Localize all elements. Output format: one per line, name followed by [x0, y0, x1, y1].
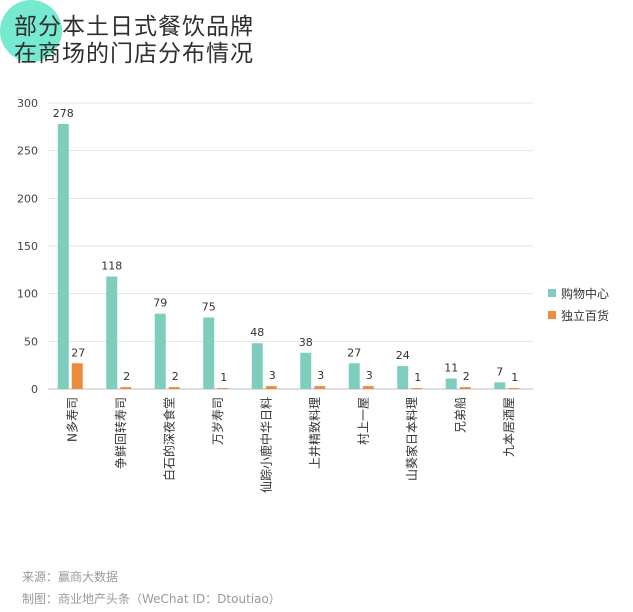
source-note: 来源：赢商大数据: [22, 570, 119, 584]
data-label-department-store: 2: [463, 370, 470, 383]
data-label-department-store: 1: [220, 371, 227, 384]
data-label-department-store: 1: [511, 371, 518, 384]
bar-mall: [300, 352, 312, 389]
legend-swatch-department-store: [548, 311, 556, 319]
data-label-mall: 118: [101, 260, 122, 273]
data-label-mall: 11: [444, 362, 458, 375]
bar-department-store: [411, 388, 423, 389]
legend-label-mall: 购物中心: [561, 286, 610, 301]
bar-department-store: [314, 386, 326, 389]
bar-department-store: [362, 386, 374, 389]
chart-title: 部分本土日式餐饮品牌 在商场的门店分布情况: [14, 14, 254, 68]
bar-department-store: [168, 387, 180, 389]
legend-item-department-store: 独立百货: [548, 304, 609, 326]
data-label-department-store: 27: [71, 346, 85, 359]
data-label-mall: 48: [250, 326, 264, 339]
x-tick-label: 争鲜回转寿司: [113, 397, 128, 469]
bar-department-store: [217, 388, 229, 389]
legend-swatch-mall: [548, 289, 556, 297]
data-label-mall: 38: [299, 336, 313, 349]
bar-department-store: [508, 388, 520, 389]
x-tick-label: 万岁寿司: [210, 397, 225, 445]
data-label-department-store: 3: [269, 369, 276, 382]
y-tick-label: 200: [17, 192, 38, 205]
legend: 购物中心 独立百货: [548, 282, 609, 326]
bars: [57, 123, 520, 390]
bar-mall: [203, 317, 215, 389]
bar-mall: [251, 343, 263, 389]
x-axis-labels: N多寿司 争鲜回转寿司 白石的深夜食堂 万岁寿司 仙踪小鹿中华日料 上井精致料理 村上一屋 山…: [65, 397, 516, 493]
y-tick-label: 0: [31, 383, 38, 396]
legend-item-mall: 购物中心: [548, 282, 609, 304]
bar-mall: [445, 378, 457, 389]
bar-department-store: [120, 387, 132, 389]
x-tick-label: 九本居酒屋: [502, 397, 516, 457]
chart-title-line-2: 在商场的门店分布情况: [14, 41, 254, 67]
chart-title-line-1: 部分本土日式餐饮品牌: [14, 14, 254, 40]
bar-mall: [106, 276, 118, 389]
x-tick-label: 兄弟船: [453, 397, 467, 433]
data-label-department-store: 2: [172, 370, 179, 383]
title-accent-circle: [0, 0, 62, 62]
data-label-mall: 278: [53, 107, 74, 120]
x-tick-label: 仙踪小鹿中华日料: [258, 397, 273, 493]
x-tick-label: 村上一屋: [356, 397, 370, 445]
y-axis-ticks: 0 50 100 150 200 250 300: [17, 97, 38, 396]
y-tick-label: 300: [17, 97, 38, 110]
credit-note: 制图：商业地产头条（WeChat ID：Dtoutiao）: [22, 592, 281, 606]
bar-department-store: [459, 387, 471, 389]
y-tick-label: 100: [17, 288, 38, 301]
y-tick-label: 150: [17, 240, 38, 253]
y-tick-label: 250: [17, 145, 38, 158]
bar-mall: [397, 366, 409, 389]
data-label-department-store: 3: [366, 369, 373, 382]
x-tick-label: 上井精致料理: [308, 397, 322, 469]
x-tick-label: N多寿司: [65, 397, 79, 442]
data-label-mall: 27: [347, 346, 361, 359]
data-label-department-store: 1: [414, 371, 421, 384]
y-tick-label: 50: [24, 335, 38, 348]
bar-mall: [348, 363, 360, 389]
x-tick-label: 白石的深夜食堂: [161, 397, 176, 481]
data-label-department-store: 3: [317, 369, 324, 382]
bar-mall: [57, 123, 69, 390]
data-label-mall: 79: [153, 297, 167, 310]
data-label-mall: 24: [396, 349, 410, 362]
bar-mall: [494, 382, 506, 389]
grid-lines: [48, 102, 533, 390]
data-label-mall: 7: [496, 365, 503, 378]
legend-label-department-store: 独立百货: [561, 308, 610, 323]
bar-department-store: [265, 386, 277, 389]
data-label-mall: 75: [202, 301, 216, 314]
data-label-department-store: 2: [123, 370, 130, 383]
x-tick-label: 山葵家日本料理: [404, 397, 419, 481]
bar-mall: [154, 313, 166, 389]
bar-department-store: [71, 363, 83, 389]
